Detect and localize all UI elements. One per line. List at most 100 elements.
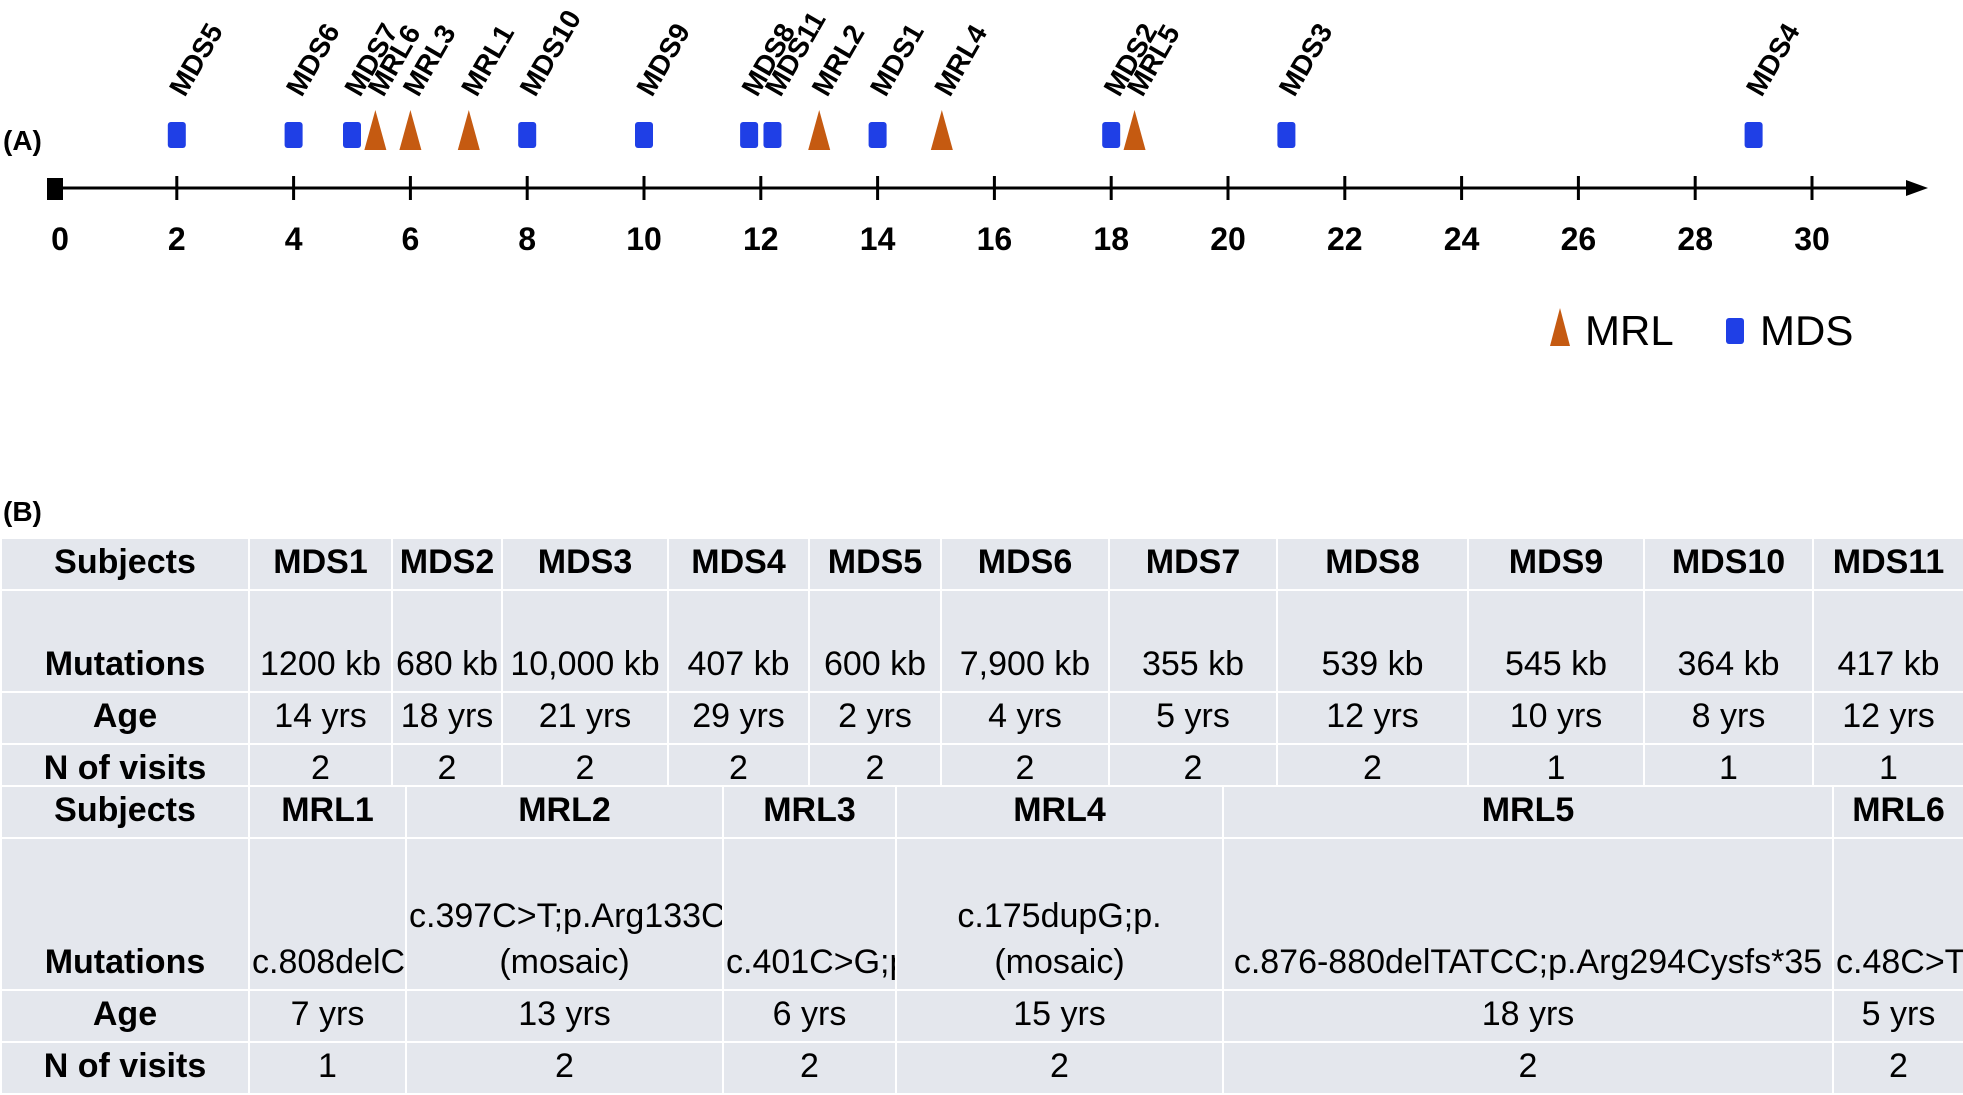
visits-row: N of visits 1 2 2 2 2 2 bbox=[0, 1041, 1963, 1095]
timeline-axis: 0 2 4 6 8 10 12 14 16 18 20 22 24 26 28 30 bbox=[47, 176, 1928, 257]
axis-tick-label: 28 bbox=[1677, 221, 1713, 257]
subject-header-cell: MDS11 bbox=[1812, 537, 1963, 591]
visits-cell: 2 bbox=[1832, 1041, 1963, 1095]
mutation-cell: 600 kb bbox=[808, 589, 942, 693]
mutation-cell: c.401C>G;p.Ser134Cys bbox=[722, 837, 897, 991]
marker-label: MDS6 bbox=[280, 18, 346, 101]
visits-cell: 2 bbox=[405, 1041, 724, 1095]
mds-square-marker bbox=[518, 122, 537, 148]
mutation-cell: c.175dupG;p.(mosaic) bbox=[895, 837, 1224, 991]
legend-square-icon bbox=[1726, 318, 1744, 344]
timeline-legend: MRL MDS bbox=[1550, 307, 1853, 354]
axis-tick-label: 10 bbox=[626, 221, 662, 257]
visits-cell: 2 bbox=[895, 1041, 1224, 1095]
age-row: Age 14 yrs 18 yrs 21 yrs 29 yrs 2 yrs 4 yrs 5 y… bbox=[0, 691, 1963, 745]
marker-mds10: MDS10 bbox=[514, 5, 588, 148]
mrl-triangle-marker bbox=[1123, 110, 1146, 150]
row-header: Mutations bbox=[0, 589, 250, 693]
mutation-cell: 545 kb bbox=[1467, 589, 1645, 693]
marker-mds5: MDS5 bbox=[163, 18, 229, 148]
axis-tick-label: 16 bbox=[977, 221, 1013, 257]
subject-header-cell: MDS5 bbox=[808, 537, 942, 591]
row-header: Subjects bbox=[0, 785, 250, 839]
mrl-triangle-marker bbox=[364, 110, 387, 150]
legend-item-mds: MDS bbox=[1726, 307, 1853, 354]
marker-label: MDS4 bbox=[1740, 18, 1806, 101]
age-cell: 14 yrs bbox=[248, 691, 393, 745]
mutation-cell: 355 kb bbox=[1108, 589, 1278, 693]
marker-label: MDS9 bbox=[630, 18, 696, 101]
mds-square-marker bbox=[167, 122, 186, 148]
row-header: Age bbox=[0, 989, 250, 1043]
subject-header-cell: MDS8 bbox=[1276, 537, 1469, 591]
age-cell: 5 yrs bbox=[1108, 691, 1278, 745]
mutation-cell: 364 kb bbox=[1643, 589, 1814, 693]
marker-mds1: MDS1 bbox=[864, 18, 930, 148]
marker-label: MDS5 bbox=[163, 18, 229, 101]
mrl-triangle-marker bbox=[930, 110, 953, 150]
mds-square-marker bbox=[343, 122, 361, 148]
age-cell: 2 yrs bbox=[808, 691, 942, 745]
axis-tick-label: 14 bbox=[860, 221, 896, 257]
visits-cell: 2 bbox=[1222, 1041, 1834, 1095]
age-cell: 8 yrs bbox=[1643, 691, 1814, 745]
mutation-cell: 417 kb bbox=[1812, 589, 1963, 693]
axis-arrowhead bbox=[1906, 180, 1928, 196]
mds-square-marker bbox=[1744, 122, 1763, 148]
mutation-cell: c.808delC;p.Arg270fs bbox=[248, 837, 407, 991]
mutations-row: Mutationsc.808delC;p.Arg270fsc.397C>T;p.… bbox=[0, 837, 1963, 991]
subject-header-cell: MDS1 bbox=[248, 537, 393, 591]
row-header: N of visits bbox=[0, 1041, 250, 1095]
age-cell: 29 yrs bbox=[667, 691, 810, 745]
axis-tick-label: 24 bbox=[1444, 221, 1480, 257]
marker-label: MDS10 bbox=[514, 5, 588, 101]
axis-tick-label: 6 bbox=[402, 221, 420, 257]
age-cell: 12 yrs bbox=[1812, 691, 1963, 745]
mutation-cell: 10,000 kb bbox=[501, 589, 669, 693]
mutation-cell: c.876-880delTATCC;p.Arg294Cysfs*35 bbox=[1222, 837, 1834, 991]
mds-square-marker bbox=[1277, 122, 1296, 148]
subjects-row: Subjects MRL1 MRL2 MRL3 MRL4 MRL5 MRL6 bbox=[0, 785, 1963, 839]
axis-tick-label: 0 bbox=[51, 221, 69, 257]
mutation-cell: 407 kb bbox=[667, 589, 810, 693]
marker-label: MDS3 bbox=[1273, 18, 1339, 101]
subject-header-cell: MDS7 bbox=[1108, 537, 1278, 591]
subject-header-cell: MDS9 bbox=[1467, 537, 1645, 591]
subject-header-cell: MRL6 bbox=[1832, 785, 1963, 839]
mutation-cell: c.48C>T;p.Gly16= bbox=[1832, 837, 1963, 991]
axis-tick-label: 12 bbox=[743, 221, 779, 257]
mrl-triangle-marker bbox=[457, 110, 480, 150]
mds-square-marker bbox=[635, 122, 653, 148]
mutation-cell: c.397C>T;p.Arg133Cys (mosaic) bbox=[405, 837, 724, 991]
age-cell: 7 yrs bbox=[248, 989, 407, 1043]
age-cell: 6 yrs bbox=[722, 989, 897, 1043]
mds-square-marker bbox=[1102, 122, 1121, 148]
marker-mrl4: MRL4 bbox=[928, 19, 993, 150]
marker-mds9: MDS9 bbox=[630, 18, 696, 148]
timeline-figure: (A) 0 2 4 6 8 10 12 14 16 18 20 22 24 26 28 30 MDS5 MDS6… bbox=[3, 5, 1928, 354]
mutation-cell: 1200 kb bbox=[248, 589, 393, 693]
subject-header-cell: MRL5 bbox=[1222, 785, 1834, 839]
mrl-triangle-marker bbox=[399, 110, 422, 150]
legend-triangle-icon bbox=[1550, 308, 1570, 346]
age-cell: 18 yrs bbox=[1222, 989, 1834, 1043]
subject-header-cell: MDS2 bbox=[391, 537, 503, 591]
subject-header-cell: MDS4 bbox=[667, 537, 810, 591]
age-row: Age 7 yrs 13 yrs 6 yrs 15 yrs 18 yrs 5 yrs bbox=[0, 989, 1963, 1043]
axis-tick-label: 30 bbox=[1794, 221, 1830, 257]
axis-start-block bbox=[47, 178, 63, 200]
subject-header-cell: MRL3 bbox=[722, 785, 897, 839]
row-header: Mutations bbox=[0, 837, 250, 991]
axis-tick-label: 20 bbox=[1210, 221, 1246, 257]
mds-square-marker bbox=[284, 122, 303, 148]
axis-tick-label: 18 bbox=[1093, 221, 1129, 257]
subject-header-cell: MDS10 bbox=[1643, 537, 1814, 591]
visits-cell: 2 bbox=[722, 1041, 897, 1095]
subject-header-cell: MRL1 bbox=[248, 785, 407, 839]
legend-label: MRL bbox=[1585, 307, 1674, 354]
subject-header-cell: MDS3 bbox=[501, 537, 669, 591]
visits-cell: 1 bbox=[248, 1041, 407, 1095]
mds-square-marker bbox=[868, 122, 887, 148]
mds-square-marker bbox=[763, 122, 782, 148]
axis-tick-label: 4 bbox=[285, 221, 303, 257]
